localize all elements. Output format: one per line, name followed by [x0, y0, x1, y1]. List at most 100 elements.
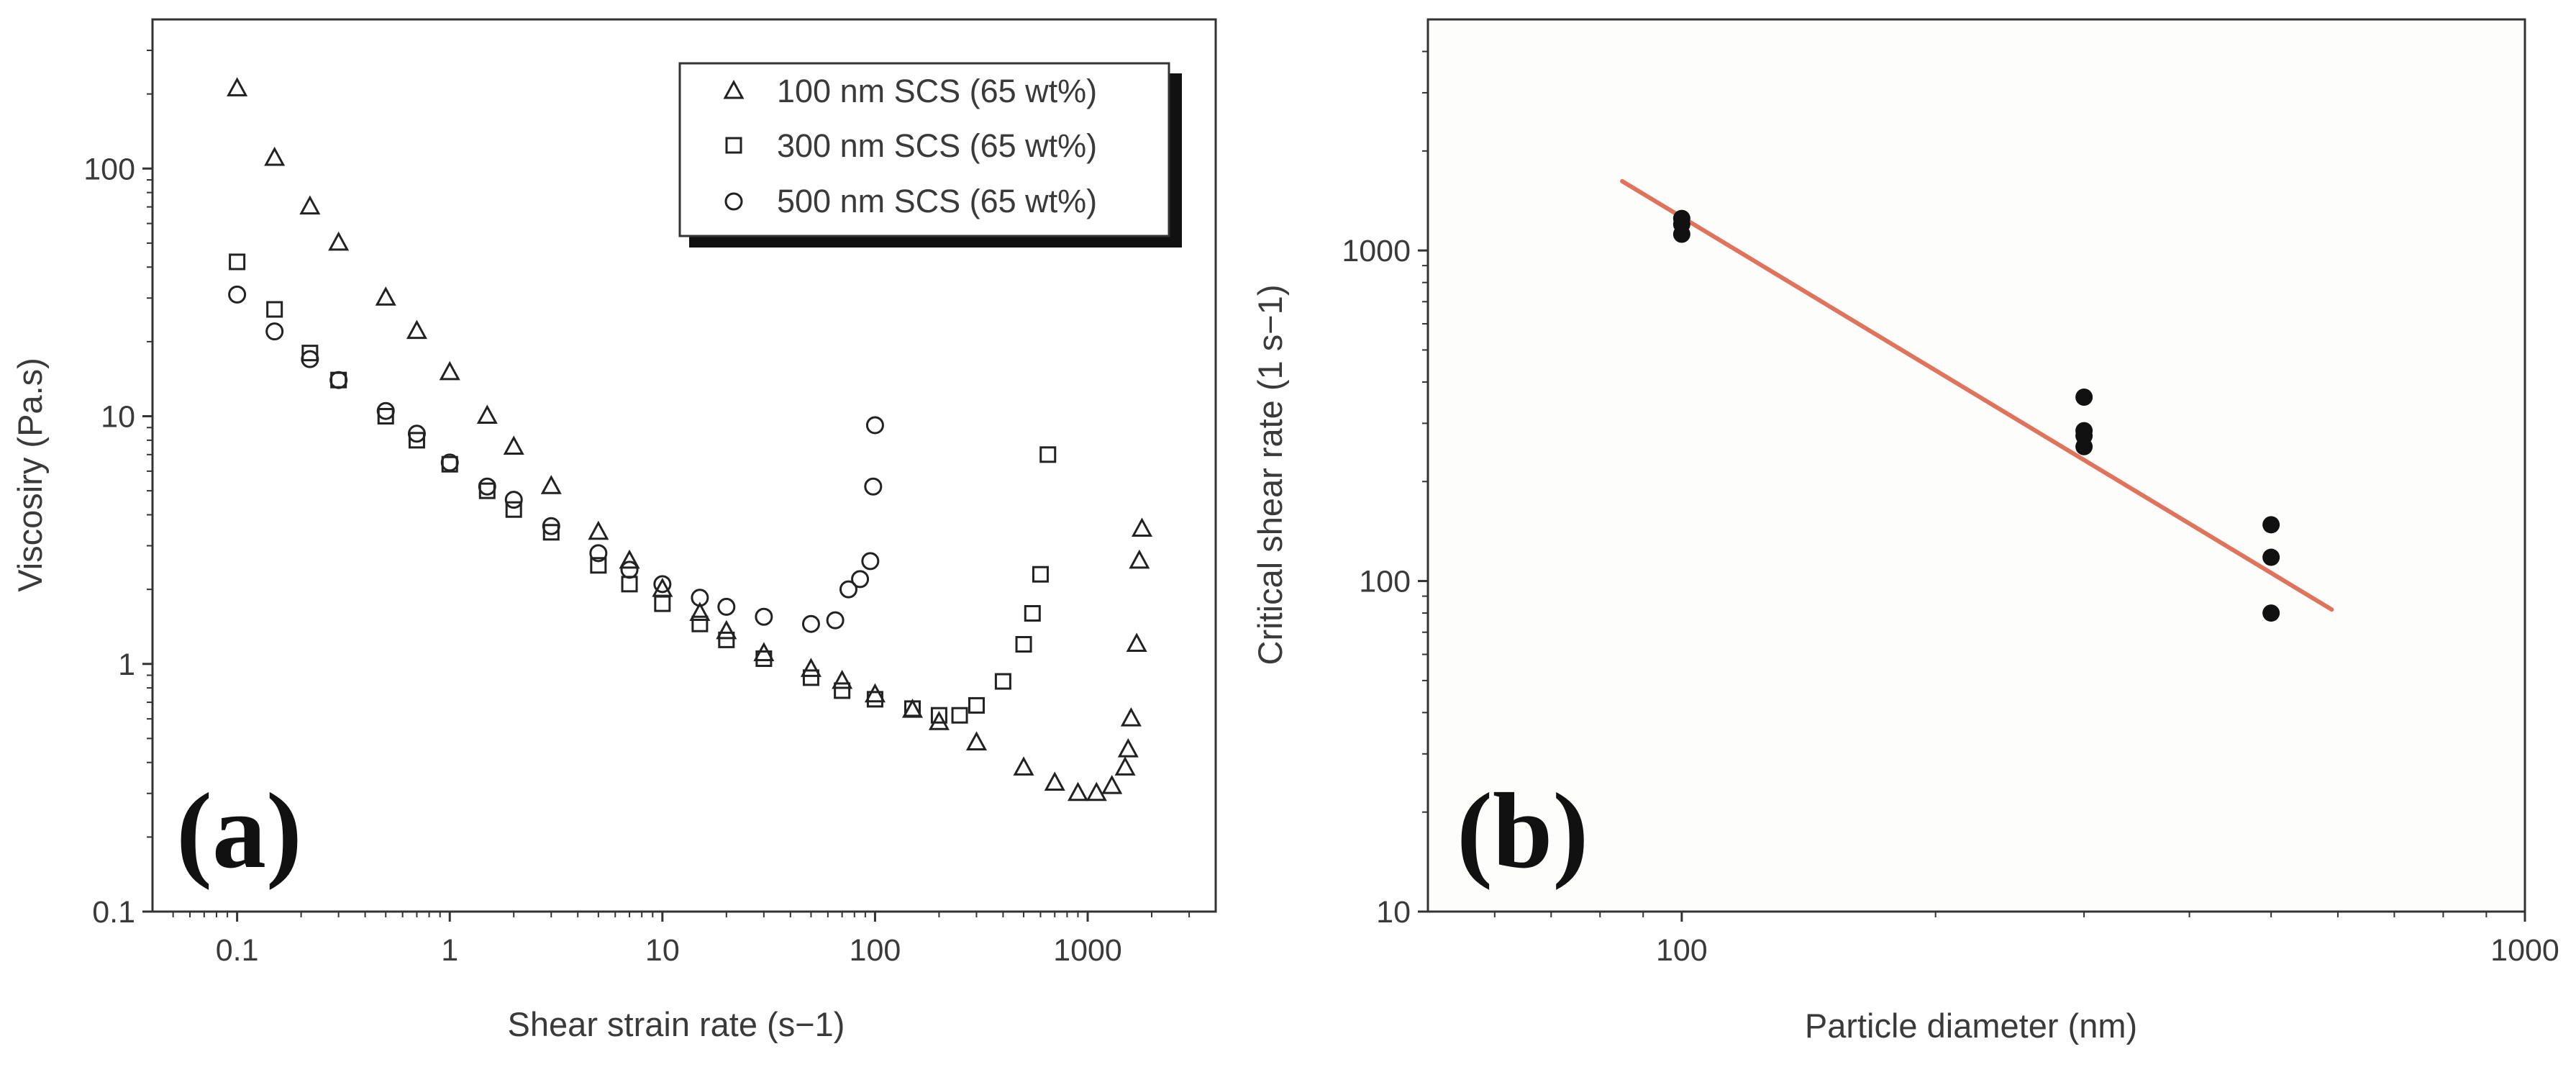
circle-marker-500nm [478, 477, 496, 496]
legend-circle-marker [724, 192, 743, 211]
panel-b-marks [1620, 178, 2334, 622]
triangle-marker-100nm [1101, 774, 1123, 794]
circle-marker-500nm [839, 580, 857, 599]
panel-b-plot-background [1428, 19, 2525, 912]
panel-a-y-tick-label: 10 [101, 400, 135, 435]
square-marker-300nm [478, 482, 496, 499]
square-marker-300nm [904, 700, 921, 717]
circle-marker-500nm [620, 560, 639, 579]
panel-b-plot-frame [1426, 18, 2526, 913]
square-marker-300nm [718, 631, 735, 648]
square-marker-300nm [229, 253, 246, 271]
circle-marker-500nm [265, 322, 284, 341]
square-marker-300nm [408, 432, 425, 449]
triangle-marker-100nm [800, 658, 822, 677]
circle-marker-500nm [865, 416, 884, 435]
circle-marker-500nm [861, 552, 880, 571]
panel-b-y-axis-label: Critical shear rate (1 s−1) [1251, 285, 1289, 666]
data-point [1672, 225, 1690, 243]
data-point [2262, 516, 2280, 534]
panel-b-x-tick-label: 1000 [2490, 933, 2559, 968]
square-marker-300nm [1032, 566, 1049, 583]
panel-b-label: (b) [1457, 771, 1588, 891]
triangle-marker-100nm [1086, 781, 1107, 802]
panel-a-axis-ticks: 0.1 1 10 100 1000 0.1 1 10 100 [83, 50, 1191, 968]
fit-line [1620, 178, 2334, 612]
panel-b-y-tick-label: 10 [1376, 895, 1411, 930]
panel-a-x-tick-label: 1 [441, 933, 458, 968]
panel-b-x-tick-label: 100 [1656, 933, 1708, 968]
square-marker-300nm [505, 501, 522, 518]
data-point [2262, 604, 2280, 622]
triangle-marker-100nm [901, 699, 924, 718]
triangle-marker-100nm [1129, 549, 1150, 569]
triangle-marker-100nm [1126, 632, 1147, 652]
legend-triangle-marker [723, 79, 745, 99]
square-marker-300nm [755, 650, 773, 667]
square-marker-300nm [866, 691, 883, 708]
panel-b-axis-ticks: 100 1000 10 100 1000 [1342, 50, 2559, 968]
triangle-marker-100nm [1114, 756, 1136, 776]
panel-a-legend: 100 nm SCS (65 wt%) 300 nm SCS (65 wt%) … [678, 62, 1182, 248]
triangle-marker-100nm [1067, 781, 1089, 802]
data-point [2075, 427, 2093, 445]
triangle-marker-100nm [716, 619, 737, 640]
triangle-marker-100nm [689, 601, 711, 621]
square-marker-300nm [266, 301, 283, 318]
circle-marker-500nm [440, 453, 459, 472]
triangle-marker-100nm [476, 404, 498, 424]
panel-b-x-axis-label: Particle diameter (nm) [1805, 1007, 2137, 1045]
legend-entry-100nm: 100 nm SCS (65 wt%) [723, 73, 1097, 109]
legend-box [678, 62, 1170, 237]
triangle-marker-100nm [1131, 517, 1153, 537]
panel-a-x-tick-label: 100 [850, 933, 901, 968]
square-marker-300nm [930, 707, 947, 724]
circle-marker-500nm [864, 477, 883, 496]
circle-marker-500nm [691, 589, 709, 607]
triangle-marker-100nm [540, 475, 562, 494]
triangle-marker-100nm [328, 231, 350, 251]
panel-a-x-tick-label: 10 [645, 933, 680, 968]
legend-square-marker [725, 137, 742, 154]
circle-marker-500nm [755, 607, 773, 626]
square-marker-300nm [590, 557, 607, 574]
legend-label-300nm: 300 nm SCS (65 wt%) [777, 127, 1097, 164]
panel-a-label: (a) [176, 771, 302, 891]
circle-marker-500nm [801, 614, 820, 633]
circle-marker-500nm [407, 424, 426, 443]
circle-marker-500nm [504, 491, 523, 509]
square-marker-300nm [951, 707, 968, 724]
triangle-marker-100nm [406, 319, 427, 340]
data-point [2262, 548, 2280, 566]
legend-entry-500nm: 500 nm SCS (65 wt%) [724, 183, 1097, 219]
square-marker-300nm [542, 524, 560, 541]
panel-a-y-axis-label: Viscosiry (Pa.s) [11, 358, 49, 592]
panel-a-viscosity-chart: 0.1 1 10 100 1000 0.1 1 10 100 Shear strain rate… [11, 18, 1217, 1043]
triangle-marker-100nm [619, 549, 640, 569]
circle-marker-500nm [376, 401, 395, 420]
triangle-marker-100nm [928, 711, 950, 730]
legend-label-500nm: 500 nm SCS (65 wt%) [777, 183, 1097, 219]
circle-marker-500nm [851, 570, 870, 589]
circle-marker-500nm [329, 371, 348, 389]
square-marker-300nm [1039, 446, 1057, 463]
circle-marker-500nm [228, 285, 247, 304]
panel-b-y-tick-label: 100 [1359, 565, 1411, 599]
triangle-marker-100nm [832, 669, 853, 689]
triangle-marker-100nm [1117, 738, 1139, 758]
panel-a-marks [227, 77, 1153, 802]
triangle-marker-100nm [1120, 707, 1142, 727]
square-marker-300nm [301, 345, 319, 362]
circle-marker-500nm [717, 597, 736, 616]
square-marker-300nm [802, 669, 819, 686]
triangle-marker-100nm [1044, 771, 1065, 791]
legend-entry-300nm: 300 nm SCS (65 wt%) [725, 127, 1097, 164]
circle-marker-500nm [589, 544, 608, 563]
square-marker-300nm [968, 696, 985, 714]
circle-marker-500nm [542, 517, 560, 535]
panel-a-x-tick-label: 1000 [1053, 933, 1122, 968]
triangle-marker-100nm [264, 146, 286, 166]
circle-marker-500nm [301, 350, 319, 368]
square-marker-300nm [834, 682, 851, 699]
